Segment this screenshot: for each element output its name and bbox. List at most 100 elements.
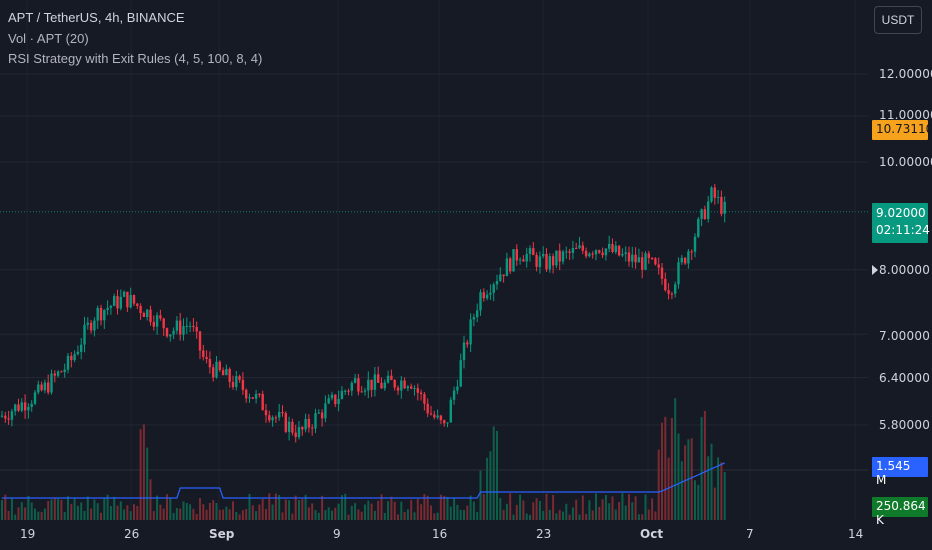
strategy-label[interactable]: RSI Strategy with Exit Rules (4, 5, 100,… xyxy=(8,51,263,66)
candle-body-158 xyxy=(522,259,525,262)
candle-body-89 xyxy=(294,432,297,438)
volume-bar-33 xyxy=(109,506,112,520)
candle-body-148 xyxy=(489,292,492,295)
candle-body-157 xyxy=(518,259,522,261)
candle-body-139 xyxy=(459,360,462,387)
volume-bar-9 xyxy=(30,502,33,520)
currency-button[interactable]: USDT xyxy=(874,6,922,34)
candle-body-101 xyxy=(334,394,337,405)
volume-bar-117 xyxy=(387,501,390,520)
volume-bar-196 xyxy=(647,509,650,520)
volume-badge[interactable]: 250.864 K xyxy=(872,497,928,527)
candle-body-115 xyxy=(380,382,383,389)
volume-indicator-label[interactable]: Vol · APT (20) xyxy=(8,30,89,46)
candle-body-60 xyxy=(198,331,202,351)
volume-bar-57 xyxy=(189,504,192,520)
candle-body-217 xyxy=(716,196,720,198)
candle-body-165 xyxy=(545,253,548,270)
volume-bar-40 xyxy=(133,504,135,520)
volume-bar-160 xyxy=(529,514,531,520)
stop-price-badge[interactable]: 10.73110 xyxy=(872,120,932,140)
volume-ma-badge[interactable]: 1.545 M xyxy=(872,457,928,487)
volume-bar-180 xyxy=(595,493,597,520)
candle-body-132 xyxy=(436,415,439,418)
price-tick-6-4: 6.40000 xyxy=(879,371,931,385)
volume-bar-4 xyxy=(14,514,17,520)
candle-body-146 xyxy=(482,292,485,299)
time-tick-16: 16 xyxy=(432,527,448,541)
volume-bar-111 xyxy=(367,500,370,520)
volume-bar-54 xyxy=(179,508,182,520)
volume-bar-108 xyxy=(357,509,360,520)
volume-bar-169 xyxy=(558,510,561,520)
candle-body-73 xyxy=(241,379,245,390)
volume-bar-146 xyxy=(482,493,485,520)
volume-bar-26 xyxy=(86,496,89,520)
volume-bar-199 xyxy=(657,449,660,520)
volume-bar-16 xyxy=(53,498,56,520)
candle-body-80 xyxy=(264,410,268,416)
volume-bar-124 xyxy=(410,499,413,520)
volume-bar-74 xyxy=(245,509,248,520)
candle-body-153 xyxy=(505,258,509,277)
volume-bar-155 xyxy=(512,514,515,520)
candle-body-17 xyxy=(56,371,60,376)
candle-body-75 xyxy=(248,397,251,399)
volume-bar-114 xyxy=(377,500,380,520)
candle-body-195 xyxy=(644,253,647,270)
last-price-badge[interactable]: 9.02000 02:11:24 xyxy=(872,203,930,243)
candle-body-191 xyxy=(631,254,634,262)
volume-bar-165 xyxy=(545,493,548,520)
candle-body-121 xyxy=(400,380,403,391)
price-tick-7: 7.00000 xyxy=(879,329,931,343)
candle-body-19 xyxy=(63,369,66,372)
volume-bar-102 xyxy=(337,503,340,520)
volume-bar-68 xyxy=(225,506,228,520)
candle-body-46 xyxy=(152,322,155,327)
volume-bar-83 xyxy=(274,493,277,520)
candle-body-173 xyxy=(571,248,575,253)
volume-bar-19 xyxy=(63,512,66,520)
volume-bar-158 xyxy=(522,500,525,520)
volume-bar-162 xyxy=(535,498,538,520)
volume-bar-181 xyxy=(598,506,601,520)
time-tick-14: 14 xyxy=(848,527,864,541)
volume-bar-139 xyxy=(459,509,462,520)
candle-body-147 xyxy=(485,294,489,299)
volume-bar-64 xyxy=(212,500,215,520)
candle-body-71 xyxy=(235,376,238,388)
candle-body-208 xyxy=(687,251,690,264)
volume-bar-34 xyxy=(113,496,116,520)
volume-bar-109 xyxy=(360,511,363,520)
candle-body-202 xyxy=(667,290,670,294)
volume-bar-96 xyxy=(317,512,320,520)
volume-bar-25 xyxy=(83,511,86,520)
candle-body-58 xyxy=(192,325,195,327)
volume-bar-214 xyxy=(707,456,710,520)
candle-body-53 xyxy=(175,320,179,331)
volume-bar-50 xyxy=(166,494,168,520)
volume-bar-174 xyxy=(575,499,578,520)
volume-bar-11 xyxy=(37,511,40,520)
volume-bar-60 xyxy=(199,498,201,520)
volume-bar-188 xyxy=(621,493,624,520)
volume-bar-36 xyxy=(119,501,122,520)
candle-body-59 xyxy=(195,327,198,332)
candle-body-162 xyxy=(535,255,538,267)
candle-body-104 xyxy=(344,390,347,392)
price-tick-11: 11.00000 xyxy=(879,108,932,122)
volume-bar-18 xyxy=(60,499,63,520)
candle-body-156 xyxy=(515,249,518,261)
candle-body-111 xyxy=(367,379,370,391)
candle-body-1 xyxy=(4,415,7,419)
candle-body-210 xyxy=(693,236,697,252)
candle-body-169 xyxy=(558,250,561,262)
volume-bar-157 xyxy=(519,494,522,520)
volume-bar-1 xyxy=(4,494,7,520)
symbol-title[interactable]: APT / TetherUS, 4h, BINANCE xyxy=(8,10,185,25)
price-tick-8: 8.00000 xyxy=(879,263,931,277)
volume-bar-39 xyxy=(129,511,132,520)
volume-bar-55 xyxy=(182,501,185,520)
